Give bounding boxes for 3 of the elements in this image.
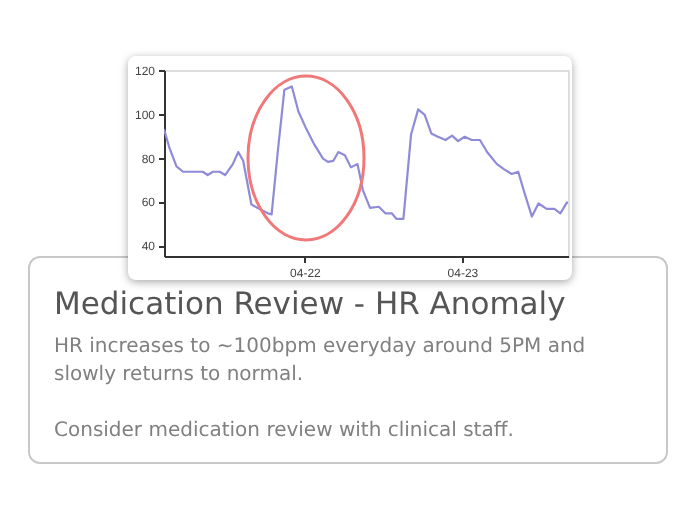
text: Medication Review - HR Anomaly [54,286,568,322]
text: Consider medication review with clinical staff. [54,418,516,446]
text: HR increases to ~100bpm everyday around 5PM and slowly returns to normal. [54,334,588,390]
